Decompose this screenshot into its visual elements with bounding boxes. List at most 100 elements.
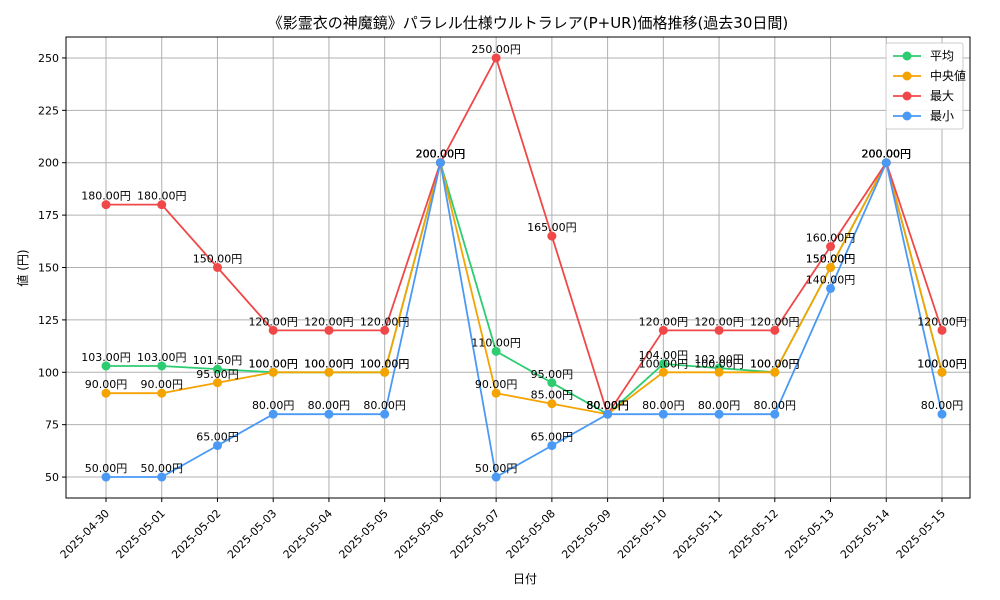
x-tick-label: 2025-05-13 — [782, 507, 836, 561]
data-label: 50.00円 — [140, 462, 183, 475]
data-point — [157, 388, 167, 398]
data-point — [101, 388, 111, 398]
x-tick-label: 2025-05-09 — [559, 507, 613, 561]
data-label: 100.00円 — [248, 357, 298, 370]
legend-label: 中央値 — [930, 68, 966, 83]
data-point — [324, 409, 334, 419]
x-tick-label: 2025-05-01 — [113, 507, 167, 561]
data-label: 100.00円 — [917, 357, 967, 370]
data-label: 100.00円 — [304, 357, 354, 370]
data-label: 85.00円 — [531, 389, 574, 402]
data-point — [491, 53, 501, 63]
data-point — [157, 361, 167, 371]
data-label: 80.00円 — [586, 399, 629, 412]
data-label: 90.00円 — [140, 378, 183, 391]
y-tick-label: 100 — [38, 366, 59, 379]
data-label: 100.00円 — [360, 357, 410, 370]
data-label: 80.00円 — [921, 399, 964, 412]
data-label: 80.00円 — [698, 399, 741, 412]
data-point — [101, 472, 111, 482]
data-label: 180.00円 — [137, 190, 187, 203]
data-label: 50.00円 — [475, 462, 518, 475]
data-label: 65.00円 — [196, 431, 239, 444]
series-line-2 — [106, 55, 943, 417]
data-label: 103.00円 — [137, 351, 187, 364]
data-label: 100.00円 — [248, 357, 298, 370]
data-point — [714, 325, 724, 335]
data-point — [435, 158, 445, 168]
data-label: 103.00円 — [81, 351, 131, 364]
data-label: 120.00円 — [304, 315, 354, 328]
x-axis-label: 日付 — [513, 572, 537, 586]
data-label: 100.00円 — [360, 357, 410, 370]
data-label: 200.00円 — [416, 148, 466, 161]
data-label: 80.00円 — [754, 399, 797, 412]
data-point — [268, 409, 278, 419]
data-label: 120.00円 — [248, 315, 298, 328]
data-point — [380, 409, 390, 419]
data-point — [101, 200, 111, 210]
data-label: 101.50円 — [193, 354, 243, 367]
data-point — [212, 378, 222, 388]
data-point — [268, 367, 278, 377]
data-label: 80.00円 — [642, 399, 685, 412]
data-point — [491, 388, 501, 398]
data-point — [157, 472, 167, 482]
data-label: 200.00円 — [862, 148, 912, 161]
data-label: 102.00円 — [694, 353, 744, 366]
data-point — [324, 367, 334, 377]
y-tick-label: 250 — [38, 52, 59, 65]
data-point — [212, 441, 222, 451]
data-label: 65.00円 — [531, 431, 574, 444]
data-point — [658, 409, 668, 419]
data-label: 100.00円 — [750, 357, 800, 370]
data-point — [937, 367, 947, 377]
data-label: 140.00円 — [806, 273, 856, 286]
data-point — [212, 263, 222, 272]
data-point — [881, 158, 891, 168]
y-tick-label: 150 — [38, 262, 59, 275]
data-label: 100.00円 — [694, 357, 744, 370]
data-point — [157, 200, 167, 210]
data-label: 120.00円 — [917, 315, 967, 328]
data-label: 180.00円 — [81, 190, 131, 203]
data-point — [714, 409, 724, 419]
x-tick-label: 2025-05-15 — [894, 507, 948, 561]
data-label: 250.00円 — [471, 43, 521, 56]
data-point — [547, 378, 557, 388]
data-point — [658, 359, 668, 369]
data-label: 120.00円 — [750, 315, 800, 328]
y-tick-label: 200 — [38, 157, 59, 170]
data-label: 110.00円 — [471, 336, 521, 349]
data-label: 100.00円 — [304, 357, 354, 370]
data-label: 80.00円 — [586, 399, 629, 412]
data-label: 80.00円 — [363, 399, 406, 412]
data-point — [212, 364, 222, 374]
legend-box — [885, 42, 964, 130]
data-label: 80.00円 — [586, 399, 629, 412]
grid — [66, 37, 970, 498]
data-label: 200.00円 — [416, 148, 466, 161]
data-label: 50.00円 — [85, 462, 128, 475]
data-label: 100.00円 — [750, 357, 800, 370]
data-label: 200.00円 — [862, 148, 912, 161]
data-label: 200.00円 — [416, 148, 466, 161]
x-tick-label: 2025-05-11 — [671, 507, 725, 561]
y-tick-label: 50 — [45, 471, 59, 484]
x-tick-label: 2025-05-12 — [727, 507, 781, 561]
x-tick-label: 2025-05-07 — [448, 507, 502, 561]
data-label: 104.00円 — [639, 349, 689, 362]
data-point — [770, 325, 780, 335]
legend-label: 最大 — [930, 89, 954, 103]
legend-swatch-marker — [902, 71, 912, 81]
x-tick-label: 2025-05-05 — [336, 507, 390, 561]
data-point — [603, 409, 613, 419]
data-point — [547, 231, 557, 241]
data-point — [826, 283, 836, 293]
data-label: 165.00円 — [527, 221, 577, 234]
data-label: 200.00円 — [862, 148, 912, 161]
legend-swatch-marker — [902, 111, 912, 121]
data-point — [714, 367, 724, 377]
data-point — [380, 367, 390, 377]
